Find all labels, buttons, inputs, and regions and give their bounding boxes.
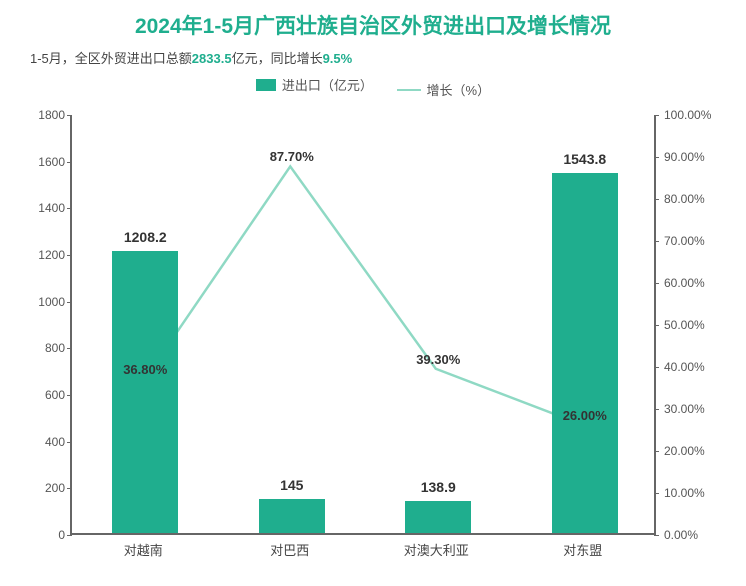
bar (259, 499, 325, 533)
subtitle-mid: 亿元，同比增长 (232, 51, 323, 66)
bar (405, 501, 471, 533)
y-left-tick-label: 0 (20, 528, 65, 542)
y-left-tick-label: 200 (20, 481, 65, 495)
bar-value-label: 1543.8 (563, 151, 606, 167)
y-right-tick-label: 20.00% (664, 444, 729, 458)
y-right-tick-label: 10.00% (664, 486, 729, 500)
x-category-label: 对巴西 (270, 540, 309, 559)
subtitle-growth: 9.5% (323, 51, 353, 66)
y-left-tick-label: 400 (20, 435, 65, 449)
y-left-tick-label: 1000 (20, 295, 65, 309)
line-value-label: 36.80% (123, 362, 167, 377)
legend-line-swatch (397, 89, 421, 91)
y-left-tick-label: 1400 (20, 201, 65, 215)
legend: 进出口（亿元） 增长（%） (20, 75, 726, 99)
y-right-tick-label: 90.00% (664, 150, 729, 164)
y-left-tick-label: 800 (20, 341, 65, 355)
y-right-tick-label: 0.00% (664, 528, 729, 542)
legend-line: 增长（%） (397, 80, 491, 99)
y-right-tick-label: 100.00% (664, 108, 729, 122)
y-right-tick-label: 60.00% (664, 276, 729, 290)
y-right-tick-label: 80.00% (664, 192, 729, 206)
legend-bar: 进出口（亿元） (256, 75, 373, 94)
bar-value-label: 145 (280, 477, 303, 493)
line-value-label: 87.70% (270, 149, 314, 164)
x-category-label: 对东盟 (563, 540, 602, 559)
line-value-label: 26.00% (563, 408, 607, 423)
y-left-tick-label: 1200 (20, 248, 65, 262)
bar-value-label: 1208.2 (124, 229, 167, 245)
line-value-label: 39.30% (416, 352, 460, 367)
y-right-tick-label: 40.00% (664, 360, 729, 374)
chart-container: 2024年1-5月广西壮族自治区外贸进出口及增长情况 1-5月，全区外贸进出口总… (0, 0, 746, 586)
plot-region: 1208.2 36.80% 145 87.70% 138.9 39.30% 1543.8 26… (70, 115, 656, 535)
subtitle-total: 2833.5 (192, 51, 232, 66)
y-left-tick-label: 600 (20, 388, 65, 402)
y-right-tick-label: 30.00% (664, 402, 729, 416)
y-left-tick-label: 1800 (20, 108, 65, 122)
y-left-tick-label: 1600 (20, 155, 65, 169)
chart-subtitle: 1-5月，全区外贸进出口总额2833.5亿元，同比增长9.5% (20, 48, 726, 67)
x-category-label: 对澳大利亚 (404, 540, 469, 559)
growth-line (145, 166, 582, 424)
legend-bar-swatch (256, 79, 276, 91)
bar (112, 251, 178, 533)
chart-area: 1208.2 36.80% 145 87.70% 138.9 39.30% 1543.8 26… (20, 105, 726, 565)
y-right-tick-label: 70.00% (664, 234, 729, 248)
subtitle-prefix: 1-5月，全区外贸进出口总额 (30, 51, 192, 66)
bar (552, 173, 618, 533)
chart-title: 2024年1-5月广西壮族自治区外贸进出口及增长情况 (20, 10, 726, 40)
x-category-label: 对越南 (124, 540, 163, 559)
y-right-tick-label: 50.00% (664, 318, 729, 332)
bar-value-label: 138.9 (421, 479, 456, 495)
legend-line-label: 增长（%） (427, 80, 491, 99)
legend-bar-label: 进出口（亿元） (282, 75, 373, 94)
